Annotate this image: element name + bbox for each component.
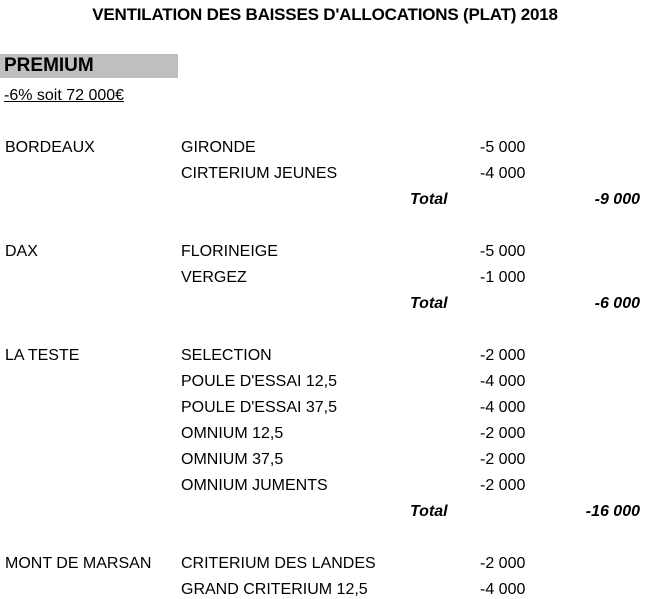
race-cell: CIRTERIUM JEUNES — [181, 165, 338, 182]
amount-cell: -4 000 — [480, 373, 526, 390]
amount-cell: -2 000 — [480, 425, 526, 442]
amount-cell: -2 000 — [480, 347, 526, 364]
race-cell: SELECTION — [181, 347, 272, 364]
race-cell: GIRONDE — [181, 139, 256, 156]
race-cell: POULE D'ESSAI 12,5 — [181, 373, 338, 390]
section-spacer — [0, 317, 650, 343]
amount-cell: -4 000 — [480, 581, 526, 598]
table-row: MONT DE MARSAN CRITERIUM DES LANDES -2 0… — [0, 551, 650, 577]
table-row: OMNIUM JUMENTS -2 000 — [0, 473, 650, 499]
race-cell: GRAND CRITERIUM 12,5 — [181, 581, 368, 598]
amount-cell: -5 000 — [480, 139, 526, 156]
table-row: OMNIUM 37,5 -2 000 — [0, 447, 650, 473]
amount-cell: -2 000 — [480, 555, 526, 572]
table-row: GRAND CRITERIUM 12,5 -4 000 — [0, 577, 650, 599]
race-cell: OMNIUM 37,5 — [181, 451, 284, 468]
race-cell: FLORINEIGE — [181, 243, 278, 260]
section-spacer — [0, 213, 650, 239]
race-cell: OMNIUM JUMENTS — [181, 477, 328, 494]
total-value: -6 000 — [594, 295, 640, 312]
category-header: PREMIUM — [0, 54, 178, 78]
table-row: VERGEZ -1 000 — [0, 265, 650, 291]
table-row: POULE D'ESSAI 12,5 -4 000 — [0, 369, 650, 395]
page-title: VENTILATION DES BAISSES D'ALLOCATIONS (P… — [92, 5, 558, 24]
venue-cell: DAX — [5, 243, 38, 260]
amount-cell: -1 000 — [480, 269, 526, 286]
amount-cell: -2 000 — [480, 451, 526, 468]
total-row: Total -9 000 — [0, 187, 650, 213]
category-subtitle: -6% soit 72 000€ — [4, 87, 125, 104]
total-value: -16 000 — [585, 503, 640, 520]
section-spacer — [0, 525, 650, 551]
table-row: OMNIUM 12,5 -2 000 — [0, 421, 650, 447]
table-row: POULE D'ESSAI 37,5 -4 000 — [0, 395, 650, 421]
allocation-table: BORDEAUX GIRONDE -5 000 CIRTERIUM JEUNES… — [0, 135, 650, 599]
amount-cell: -5 000 — [480, 243, 526, 260]
total-row: Total -16 000 — [0, 499, 650, 525]
total-row: Total -6 000 — [0, 291, 650, 317]
total-label: Total — [410, 295, 448, 312]
amount-cell: -2 000 — [480, 477, 526, 494]
table-row: BORDEAUX GIRONDE -5 000 — [0, 135, 650, 161]
race-cell: POULE D'ESSAI 37,5 — [181, 399, 338, 416]
venue-cell: LA TESTE — [5, 347, 80, 364]
table-row: DAX FLORINEIGE -5 000 — [0, 239, 650, 265]
amount-cell: -4 000 — [480, 165, 526, 182]
race-cell: CRITERIUM DES LANDES — [181, 555, 376, 572]
total-value: -9 000 — [594, 191, 640, 208]
amount-cell: -4 000 — [480, 399, 526, 416]
total-label: Total — [410, 191, 448, 208]
total-label: Total — [410, 503, 448, 520]
table-row: CIRTERIUM JEUNES -4 000 — [0, 161, 650, 187]
venue-cell: MONT DE MARSAN — [5, 555, 152, 572]
table-row: LA TESTE SELECTION -2 000 — [0, 343, 650, 369]
race-cell: OMNIUM 12,5 — [181, 425, 284, 442]
venue-cell: BORDEAUX — [5, 139, 95, 156]
race-cell: VERGEZ — [181, 269, 247, 286]
